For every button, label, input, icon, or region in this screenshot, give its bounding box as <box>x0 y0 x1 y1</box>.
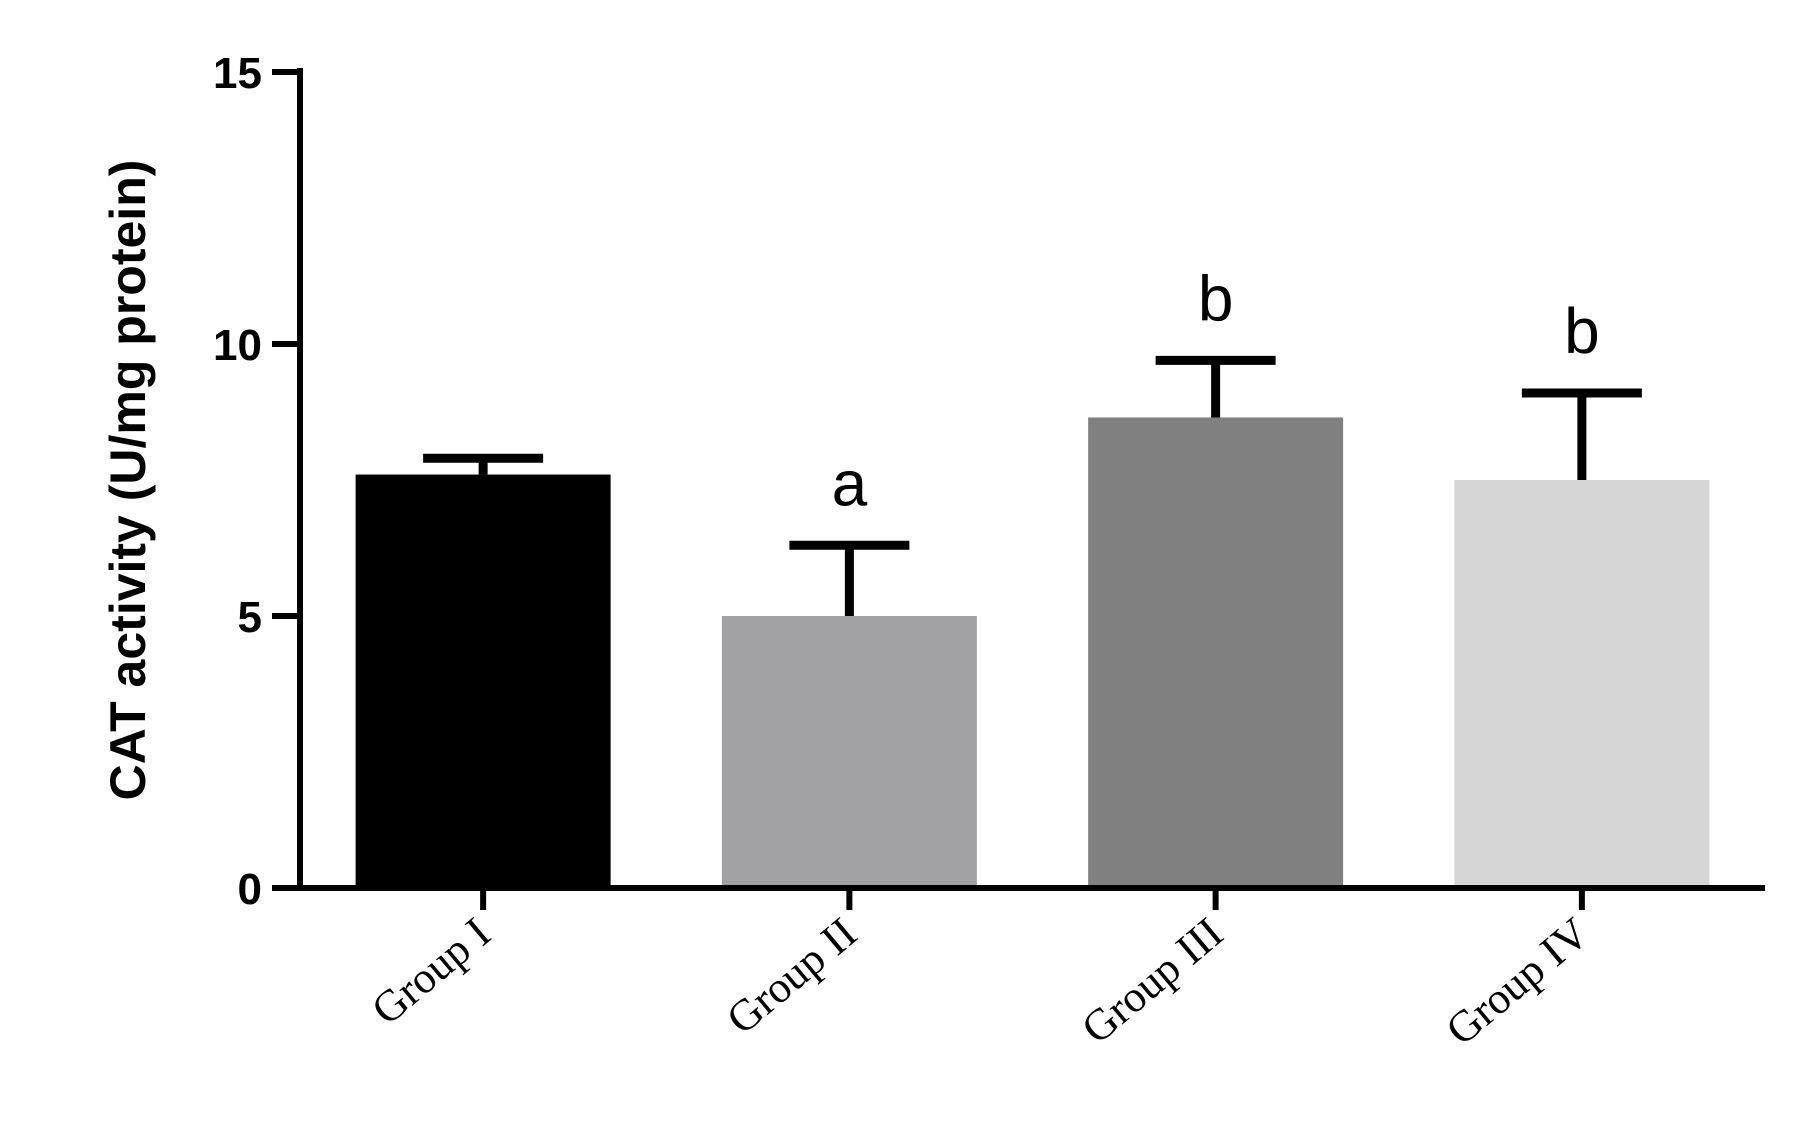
y-tick-label-0: 0 <box>238 865 262 914</box>
y-tick-label-10: 10 <box>213 321 262 370</box>
significance-label-3: b <box>1198 262 1234 334</box>
x-category-label-1: Group I <box>362 908 499 1034</box>
bar-1 <box>355 474 611 888</box>
bars-group <box>355 417 1710 888</box>
x-category-label-3: Group III <box>1072 908 1232 1053</box>
y-tick-label-15: 15 <box>213 49 262 98</box>
y-axis-title: CAT activity (U/mg protein) <box>100 160 156 801</box>
error-bars-group <box>423 355 1642 616</box>
significance-labels-group: a b b <box>832 262 1600 519</box>
y-tick-label-5: 5 <box>238 593 262 642</box>
significance-label-2: a <box>832 447 868 519</box>
bar-3 <box>1088 417 1344 888</box>
x-category-label-4: Group IV <box>1437 908 1599 1055</box>
x-category-label-2: Group II <box>717 908 865 1044</box>
significance-label-4: b <box>1564 295 1600 367</box>
bar-2 <box>721 616 977 888</box>
bar-4 <box>1454 480 1710 888</box>
